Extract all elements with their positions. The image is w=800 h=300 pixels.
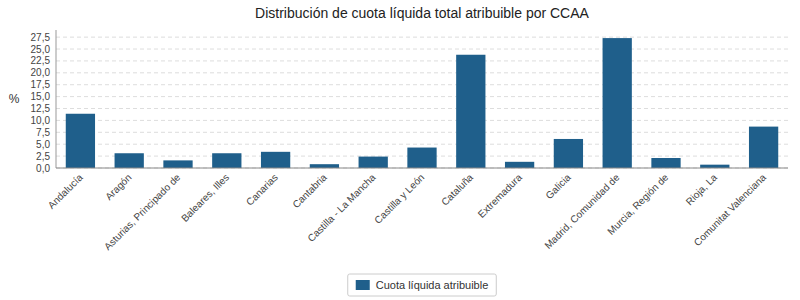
grid-line	[56, 84, 788, 85]
x-tick-label: Murcia, Región de	[605, 171, 670, 236]
bar	[212, 153, 241, 168]
grid-line	[56, 49, 788, 50]
y-tick-label: 10,0	[31, 115, 51, 126]
x-tick-label: Extremadura	[476, 171, 525, 220]
bar	[163, 160, 192, 168]
x-tick-label: Cataluña	[439, 171, 475, 207]
y-tick-label: 25,0	[31, 44, 51, 55]
x-tick-label: Comunitat Valenciana	[692, 171, 769, 248]
x-tick-label: Canarias	[244, 172, 280, 208]
y-tick-label: 2,5	[36, 151, 50, 162]
bar	[554, 139, 583, 168]
x-tick-label: Andalucía	[46, 171, 86, 211]
legend-label: Cuota líquida atribuible	[376, 279, 489, 291]
y-tick-label: 0,0	[36, 163, 50, 174]
grid-line	[56, 37, 788, 38]
chart: Distribución de cuota líquida total atri…	[0, 0, 800, 300]
bar	[505, 162, 534, 168]
y-axis-line	[56, 30, 57, 168]
x-tick-label: Aragón	[103, 172, 134, 203]
bar	[115, 153, 144, 168]
bar	[651, 158, 680, 168]
y-tick-label: 12,5	[31, 103, 51, 114]
y-grid	[56, 37, 788, 168]
x-tick-label: Baleares, Illes	[179, 172, 231, 224]
y-tick-label: 20,0	[31, 67, 51, 78]
x-axis-line	[56, 168, 788, 169]
grid-line	[56, 96, 788, 97]
grid-line	[56, 168, 788, 169]
x-tick-label: Galicia	[543, 171, 573, 201]
legend: Cuota líquida atribuible	[348, 274, 497, 296]
y-tick-label: 15,0	[31, 91, 51, 102]
x-tick-label: Madrid, Comunidad de	[542, 171, 622, 251]
x-tick-label: Cantabria	[290, 171, 329, 210]
title: Distribución de cuota líquida total atri…	[255, 5, 590, 21]
bar	[261, 152, 290, 168]
grid-line	[56, 144, 788, 145]
y-tick-label: 5,0	[36, 139, 50, 150]
x-tick-label: Asturias, Principado de	[102, 171, 183, 252]
bar	[66, 114, 95, 168]
bar	[359, 157, 388, 168]
y-tick-label: 17,5	[31, 79, 51, 90]
y-tick-label: 22,5	[31, 55, 51, 66]
grid-line	[56, 72, 788, 73]
x-tick-label: Castilla y León	[372, 172, 426, 226]
x-tick-label: Rioja, La	[684, 171, 720, 207]
grid-line	[56, 60, 788, 61]
bar	[749, 127, 778, 168]
y-tick-label: 27,5	[31, 32, 51, 43]
bars	[66, 38, 778, 168]
bar	[310, 164, 339, 168]
bar	[603, 38, 632, 168]
legend-swatch	[356, 280, 370, 290]
bar	[407, 148, 436, 168]
bar	[456, 55, 485, 168]
grid-line	[56, 120, 788, 121]
grid-line	[56, 108, 788, 109]
grid-line	[56, 132, 788, 133]
x-tick-label: Castilla - La Mancha	[305, 171, 378, 244]
legend-frame	[348, 274, 497, 296]
y-axis-label: %	[9, 92, 20, 106]
y-tick-label: 7,5	[36, 127, 50, 138]
